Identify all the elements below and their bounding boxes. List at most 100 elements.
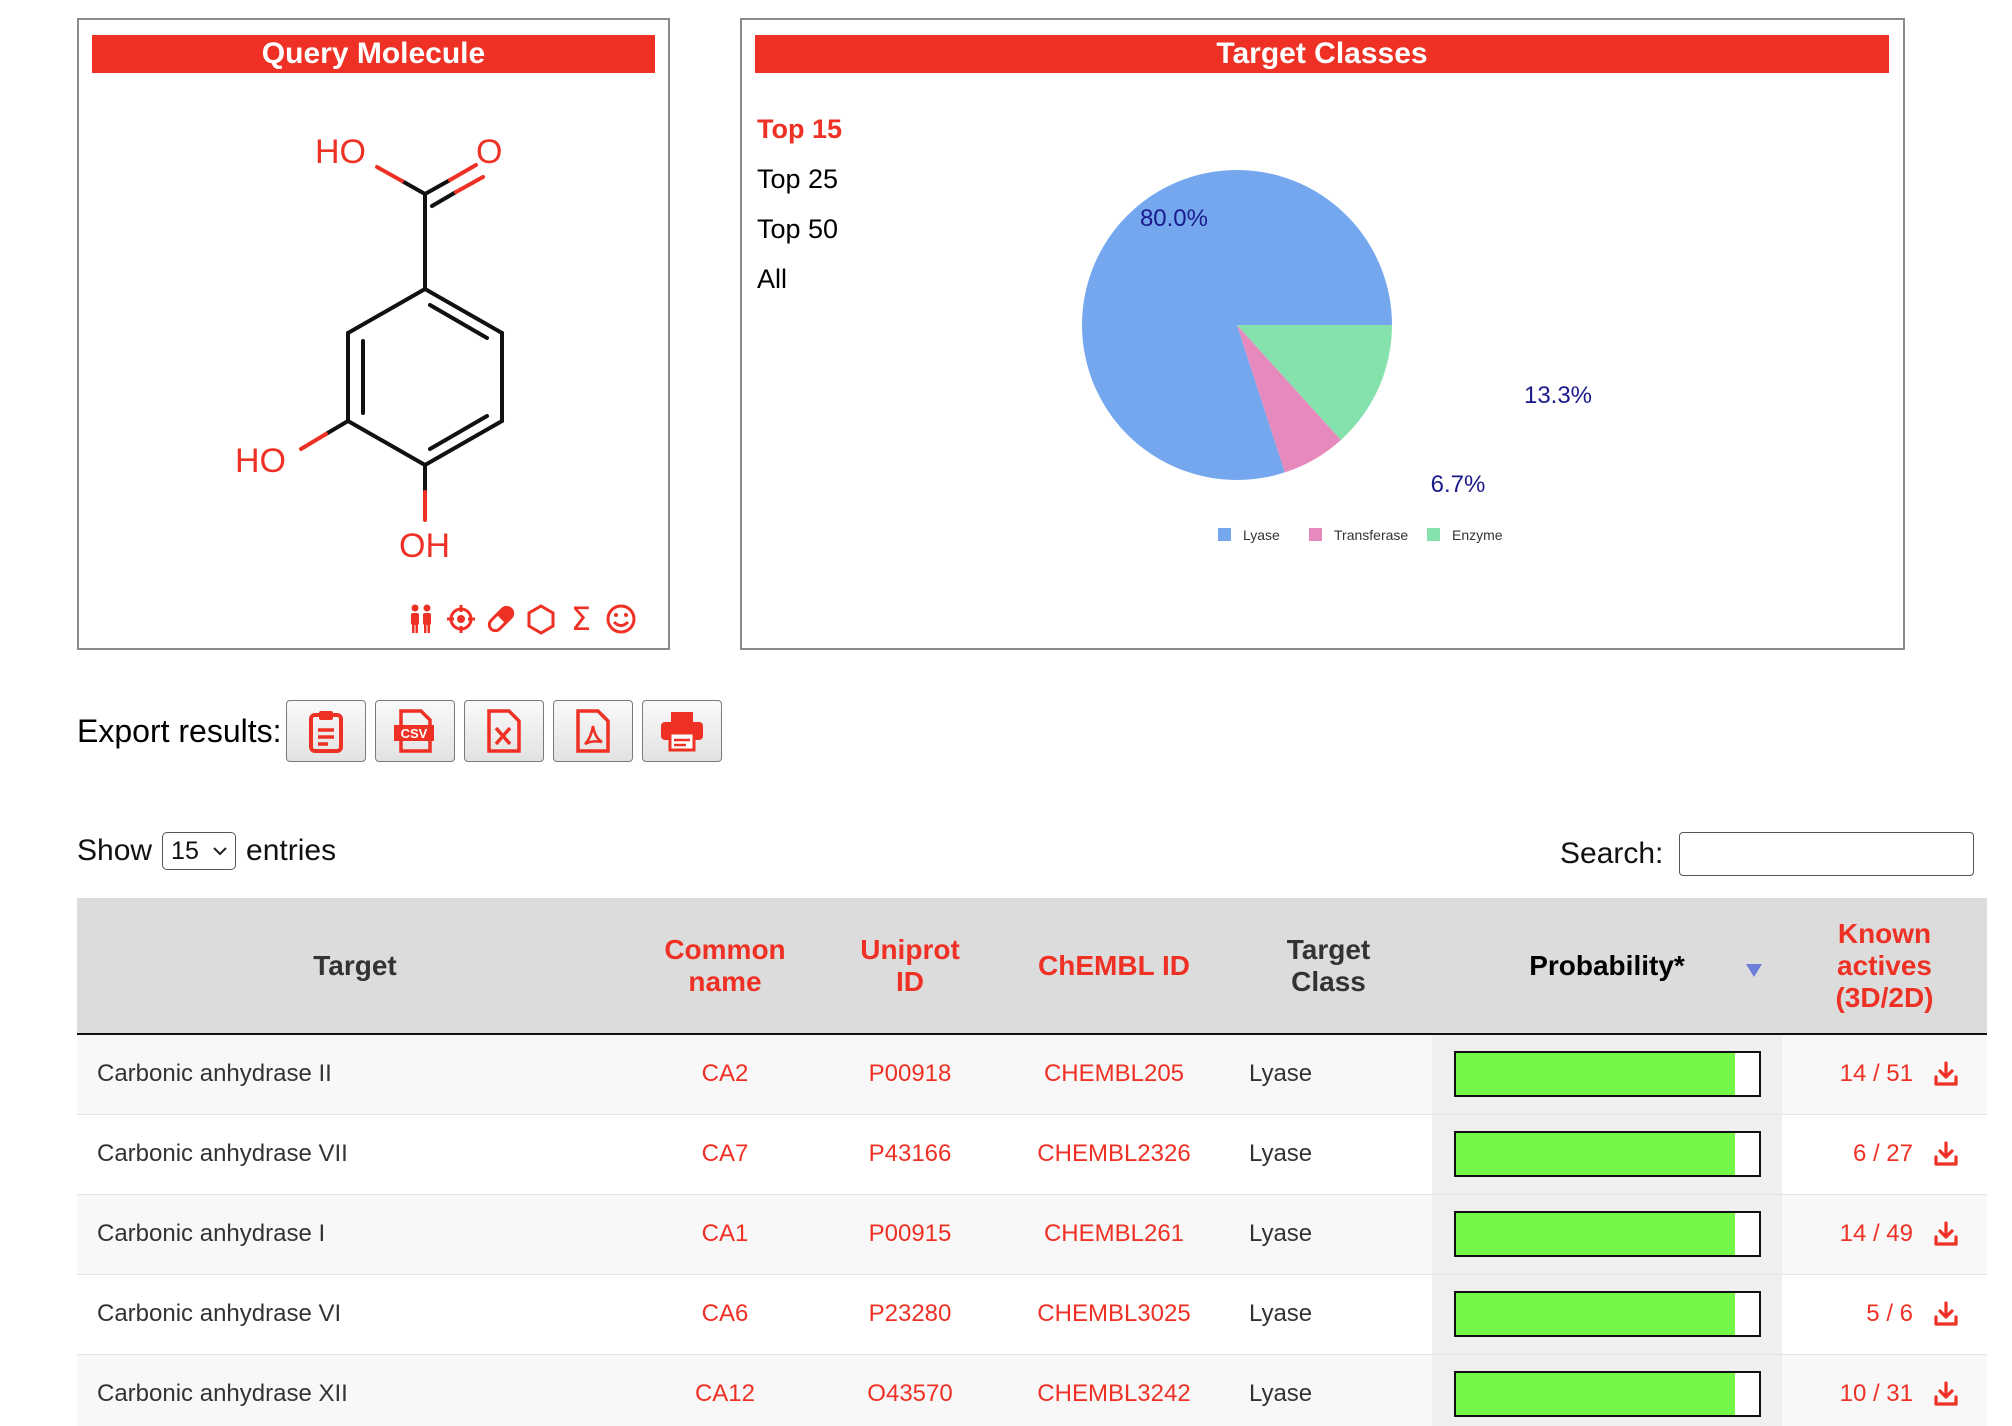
header-known-line3: (3D/2D): [1835, 981, 1934, 1013]
target-classes-panel: Target Classes Top 15 Top 25 Top 50 All …: [740, 18, 1905, 650]
cell-uniprot-link[interactable]: P00918: [817, 1034, 1003, 1115]
cell-common-name-link[interactable]: CA1: [633, 1194, 817, 1275]
legend-label: Transferase: [1334, 527, 1408, 543]
known-actives-link[interactable]: 6 / 27: [1852, 1140, 1913, 1167]
table-row: Carbonic anhydrase VII CA7 P43166 CHEMBL232…: [77, 1114, 1987, 1195]
probability-bar: [1454, 1291, 1761, 1337]
header-probability[interactable]: Probability*: [1432, 898, 1782, 1035]
header-known-actives[interactable]: Known actives (3D/2D): [1782, 898, 1987, 1035]
header-common-name[interactable]: Common name: [633, 898, 817, 1035]
search-input[interactable]: [1679, 832, 1975, 876]
hexagon-icon[interactable]: [524, 602, 558, 636]
pie-data-label: 6.7%: [1431, 471, 1486, 498]
header-chembl-id[interactable]: ChEMBL ID: [1003, 898, 1225, 1035]
probability-bar: [1454, 1051, 1761, 1098]
download-icon[interactable]: [1933, 1141, 1959, 1167]
copy-button[interactable]: [285, 700, 366, 762]
header-class-line2: Class: [1291, 965, 1366, 997]
cell-target: Carbonic anhydrase XII: [77, 1354, 633, 1426]
header-uniprot-id[interactable]: Uniprot ID: [817, 898, 1003, 1035]
cell-chembl-link[interactable]: CHEMBL2326: [1003, 1114, 1225, 1195]
header-common-line2: name: [688, 965, 762, 997]
query-molecule-panel: Query Molecule: [77, 18, 670, 650]
download-icon[interactable]: [1933, 1301, 1959, 1327]
legend-item-enzyme[interactable]: Enzyme: [1427, 527, 1503, 543]
people-icon[interactable]: [404, 602, 438, 636]
download-icon[interactable]: [1933, 1381, 1959, 1407]
cell-chembl-link[interactable]: CHEMBL261: [1003, 1194, 1225, 1275]
cell-uniprot-link[interactable]: P43166: [817, 1114, 1003, 1195]
atom-label-carboxyl-oh: HO: [315, 133, 366, 171]
cell-target: Carbonic anhydrase II: [77, 1034, 633, 1115]
cell-target: Carbonic anhydrase VII: [77, 1114, 633, 1195]
cell-chembl-link[interactable]: CHEMBL205: [1003, 1034, 1225, 1115]
pie-slice-transferase[interactable]: [1237, 325, 1341, 473]
cell-probability: [1432, 1274, 1782, 1355]
molecule-actions: Σ: [404, 600, 638, 638]
pdf-button[interactable]: [552, 700, 633, 762]
cell-known-actives: 14 / 51: [1782, 1034, 1987, 1115]
smiley-icon[interactable]: [604, 602, 638, 636]
cell-target-class: Lyase: [1225, 1114, 1432, 1195]
header-target-label: Target: [313, 949, 397, 981]
cell-uniprot-link[interactable]: P23280: [817, 1274, 1003, 1355]
table-header-row: Target Common name Uniprot ID ChEMBL ID Ta…: [77, 898, 1987, 1035]
header-uniprot-line1: Uniprot: [860, 933, 960, 965]
known-actives-link[interactable]: 10 / 31: [1839, 1380, 1913, 1407]
menu-top-15[interactable]: Top 15: [757, 114, 843, 144]
known-actives-link[interactable]: 14 / 49: [1839, 1220, 1913, 1247]
target-icon[interactable]: [444, 602, 478, 636]
print-button[interactable]: [641, 700, 722, 762]
chevron-down-icon: [213, 847, 227, 856]
excel-icon: [486, 709, 521, 753]
atom-label-oh-bottom: OH: [399, 527, 450, 565]
legend-item-lyase[interactable]: Lyase: [1218, 527, 1280, 543]
top-n-menu: Top 15 Top 25 Top 50 All: [757, 104, 842, 304]
cell-common-name-link[interactable]: CA6: [633, 1274, 817, 1355]
export-results: Export results: CSV: [77, 700, 731, 762]
pill-icon[interactable]: [484, 602, 518, 636]
cell-common-name-link[interactable]: CA2: [633, 1034, 817, 1115]
cell-probability: [1432, 1034, 1782, 1115]
pie-slice-enzyme[interactable]: [1237, 325, 1392, 440]
menu-top-25[interactable]: Top 25: [757, 164, 839, 194]
query-molecule-title: Query Molecule: [92, 35, 655, 73]
legend-item-transferase[interactable]: Transferase: [1309, 527, 1408, 543]
cell-probability: [1432, 1194, 1782, 1275]
probability-bar: [1454, 1371, 1761, 1417]
probability-bar-fill: [1456, 1373, 1735, 1415]
cell-chembl-link[interactable]: CHEMBL3242: [1003, 1354, 1225, 1426]
cell-common-name-link[interactable]: CA7: [633, 1114, 817, 1195]
cell-probability: [1432, 1354, 1782, 1426]
menu-top-50[interactable]: Top 50: [757, 214, 839, 244]
cell-chembl-link[interactable]: CHEMBL3025: [1003, 1274, 1225, 1355]
cell-known-actives: 5 / 6: [1782, 1274, 1987, 1355]
entries-select[interactable]: 15: [162, 832, 237, 870]
probability-bar: [1454, 1131, 1761, 1177]
pdf-icon: [575, 709, 610, 753]
known-actives-link[interactable]: 5 / 6: [1866, 1300, 1913, 1327]
header-target-class[interactable]: Target Class: [1225, 898, 1432, 1035]
cell-uniprot-link[interactable]: P00915: [817, 1194, 1003, 1275]
table-row: Carbonic anhydrase XII CA12 O43570 CHEMBL32…: [77, 1354, 1987, 1426]
cell-uniprot-link[interactable]: O43570: [817, 1354, 1003, 1426]
menu-all[interactable]: All: [757, 264, 788, 294]
cell-target: Carbonic anhydrase I: [77, 1194, 633, 1275]
download-icon[interactable]: [1933, 1061, 1959, 1087]
download-icon[interactable]: [1933, 1221, 1959, 1247]
table-row: Carbonic anhydrase II CA2 P00918 CHEMBL205 L…: [77, 1034, 1987, 1115]
csv-button[interactable]: CSV: [374, 700, 455, 762]
print-icon: [660, 712, 703, 752]
known-actives-link[interactable]: 14 / 51: [1839, 1060, 1913, 1088]
pie-data-label: 80.0%: [1140, 205, 1208, 232]
cell-common-name-link[interactable]: CA12: [633, 1354, 817, 1426]
header-target[interactable]: Target: [77, 898, 633, 1035]
entries-label: entries: [246, 834, 337, 867]
sigma-icon[interactable]: Σ: [570, 600, 592, 638]
csv-text: CSV: [400, 726, 427, 741]
header-probability-label: Probability*: [1529, 949, 1685, 981]
target-classes-title: Target Classes: [755, 35, 1889, 73]
excel-button[interactable]: [463, 700, 544, 762]
legend-swatch: [1218, 528, 1231, 541]
header-class-line1: Target: [1286, 933, 1371, 965]
